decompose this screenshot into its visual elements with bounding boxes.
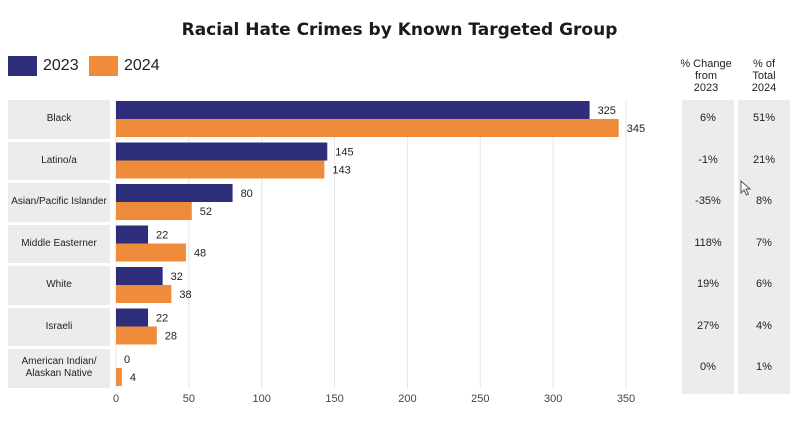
bar-value-label: 52 (200, 206, 212, 218)
pct-change-cell: -35% (695, 195, 721, 207)
legend-swatch-2024 (89, 56, 118, 76)
category-label: Middle Easterner (8, 224, 110, 263)
x-tick-label: 100 (253, 393, 271, 405)
pct-change-cell: -1% (698, 153, 718, 166)
bar-value-label: 325 (598, 105, 616, 117)
pct-total-cell: 4% (756, 319, 772, 332)
bar-2024 (116, 368, 122, 386)
bar-2023 (116, 142, 328, 161)
x-tick-label: 350 (617, 393, 635, 405)
bar-value-label: 0 (124, 354, 130, 366)
pct-total-header: % of Total 2024 (751, 58, 777, 94)
pct-total-panel (738, 100, 790, 394)
x-tick-label: 300 (544, 393, 562, 405)
x-tick-label: 250 (471, 393, 489, 405)
pct-total-cell: 8% (756, 195, 772, 207)
chart-title: Racial Hate Crimes by Known Targeted Gro… (181, 20, 618, 40)
bar-2024 (116, 243, 186, 262)
bar-value-label: 345 (627, 123, 645, 135)
bar-2024 (116, 202, 192, 220)
x-tick-label: 0 (113, 393, 119, 405)
bar-value-label: 80 (241, 188, 253, 200)
legend-swatch-2023 (8, 56, 37, 76)
pct-total-cell: 51% (752, 112, 776, 124)
legend-label-2024: 2024 (124, 57, 160, 74)
legend-label-2023: 2023 (43, 57, 79, 74)
pct-total-cell: 21% (752, 153, 776, 166)
category-label: White (8, 266, 110, 305)
bar-value-label: 4 (130, 372, 136, 384)
pct-change-cell: 19% (696, 278, 720, 290)
mouse-cursor-icon (740, 180, 752, 196)
legend-item-2023: 2023 (8, 56, 79, 76)
bar-value-label: 145 (335, 147, 353, 159)
bar-value-label: 38 (179, 289, 191, 301)
bar-2023 (116, 308, 149, 327)
bar-value-label: 22 (156, 230, 168, 242)
bar-2023 (116, 267, 163, 285)
bar-2023 (116, 184, 233, 202)
bar-2023 (116, 101, 590, 119)
legend-item-2024: 2024 (89, 56, 160, 76)
bar-2024 (116, 326, 157, 345)
bar-2024 (116, 160, 325, 179)
pct-change-cell: 0% (700, 361, 716, 373)
pct-total-cell: 6% (756, 278, 772, 290)
bar-value-label: 22 (156, 313, 168, 325)
category-label: Israeli (8, 307, 110, 346)
pct-change-cell: 118% (694, 236, 722, 249)
x-tick-label: 150 (325, 393, 343, 405)
bar-2024 (116, 119, 619, 137)
bar-value-label: 143 (332, 165, 350, 177)
category-label: Black (8, 100, 110, 139)
bar-2023 (116, 225, 149, 244)
pct-change-cell: 27% (696, 319, 720, 332)
pct-total-cell: 7% (756, 236, 772, 249)
x-tick-label: 50 (183, 393, 195, 405)
pct-total-cell: 1% (756, 361, 772, 373)
category-label: American Indian/ Alaskan Native (8, 349, 110, 388)
category-label: Asian/Pacific Islander (8, 183, 110, 222)
pct-change-cell: 6% (700, 112, 716, 124)
x-tick-label: 200 (398, 393, 416, 405)
bar-2024 (116, 285, 172, 303)
pct-change-header: % Change from 2023 (680, 58, 732, 94)
category-label: Latino/a (8, 141, 110, 180)
bar-value-label: 32 (171, 271, 183, 283)
bar-value-label: 48 (194, 248, 206, 260)
bar-value-label: 28 (165, 331, 177, 343)
pct-change-panel (682, 100, 734, 394)
